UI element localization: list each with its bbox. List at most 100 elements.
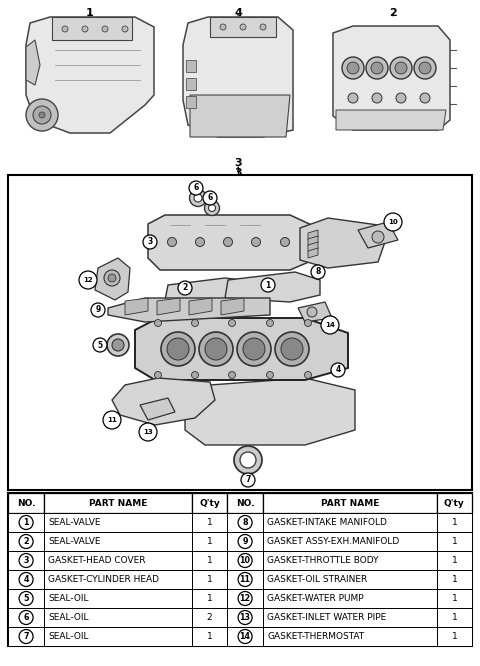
Circle shape — [161, 332, 195, 366]
Circle shape — [307, 307, 317, 317]
Text: 1: 1 — [452, 594, 457, 603]
Circle shape — [280, 238, 289, 246]
Polygon shape — [95, 258, 130, 300]
Polygon shape — [189, 298, 212, 315]
Text: 1: 1 — [452, 518, 457, 527]
Bar — [8, 608, 44, 627]
Text: 10: 10 — [240, 556, 251, 565]
Circle shape — [240, 452, 256, 468]
Circle shape — [199, 332, 233, 366]
Circle shape — [395, 62, 407, 74]
Circle shape — [238, 591, 252, 605]
Circle shape — [205, 338, 227, 360]
Circle shape — [266, 320, 274, 326]
Circle shape — [234, 446, 262, 474]
Text: 1: 1 — [206, 518, 212, 527]
Polygon shape — [210, 17, 276, 37]
Text: 11: 11 — [240, 575, 251, 584]
Text: GASKET-THERMOSTAT: GASKET-THERMOSTAT — [267, 632, 364, 641]
Circle shape — [252, 238, 261, 246]
Polygon shape — [52, 17, 132, 40]
Circle shape — [107, 334, 129, 356]
Bar — [192, 570, 227, 589]
Circle shape — [414, 57, 436, 79]
Circle shape — [238, 629, 252, 643]
Circle shape — [275, 332, 309, 366]
Circle shape — [19, 629, 33, 643]
Text: PART NAME: PART NAME — [89, 498, 147, 507]
Bar — [8, 570, 44, 589]
Polygon shape — [308, 242, 318, 252]
Polygon shape — [26, 40, 40, 85]
Text: 12: 12 — [83, 277, 93, 283]
Polygon shape — [308, 248, 318, 258]
Bar — [263, 627, 437, 646]
Text: 2: 2 — [24, 537, 29, 546]
Polygon shape — [190, 95, 290, 137]
Text: GASKET-INTAKE MANIFOLD: GASKET-INTAKE MANIFOLD — [267, 518, 387, 527]
Circle shape — [33, 106, 51, 124]
Bar — [186, 78, 196, 90]
Bar — [8, 513, 44, 532]
Circle shape — [103, 411, 121, 429]
Text: 3: 3 — [234, 168, 242, 178]
Circle shape — [228, 320, 236, 326]
Bar — [8, 493, 472, 646]
Text: Q'ty: Q'ty — [444, 498, 465, 507]
Text: 2: 2 — [182, 284, 188, 292]
Circle shape — [366, 57, 388, 79]
Text: 8: 8 — [315, 268, 321, 276]
Polygon shape — [140, 398, 175, 420]
Bar — [8, 627, 44, 646]
Circle shape — [195, 238, 204, 246]
Text: SEAL-OIL: SEAL-OIL — [48, 632, 89, 641]
Bar — [437, 608, 472, 627]
Text: 1: 1 — [452, 632, 457, 641]
Bar — [263, 570, 437, 589]
Text: GASKET-OIL STRAINER: GASKET-OIL STRAINER — [267, 575, 368, 584]
Bar — [263, 589, 437, 608]
Circle shape — [19, 573, 33, 587]
Bar — [192, 513, 227, 532]
Text: 1: 1 — [206, 594, 212, 603]
Polygon shape — [225, 272, 320, 302]
Text: 10: 10 — [388, 219, 398, 225]
Circle shape — [238, 611, 252, 625]
Circle shape — [79, 271, 97, 289]
Circle shape — [39, 112, 45, 118]
Text: 1: 1 — [452, 613, 457, 622]
Polygon shape — [298, 302, 332, 322]
Polygon shape — [148, 215, 318, 270]
Circle shape — [143, 235, 157, 249]
Bar — [192, 627, 227, 646]
Bar — [44, 493, 192, 513]
Bar — [263, 532, 437, 551]
Bar — [44, 608, 192, 627]
Circle shape — [261, 278, 275, 292]
Text: GASKET-INLET WATER PIPE: GASKET-INLET WATER PIPE — [267, 613, 386, 622]
Bar — [44, 627, 192, 646]
Circle shape — [102, 26, 108, 32]
Bar — [8, 551, 44, 570]
Text: 6: 6 — [193, 184, 199, 192]
Circle shape — [371, 62, 383, 74]
Circle shape — [104, 270, 120, 286]
Bar — [186, 60, 196, 72]
Circle shape — [155, 372, 161, 378]
Bar — [192, 608, 227, 627]
Circle shape — [203, 191, 217, 205]
Text: 3: 3 — [147, 238, 153, 246]
Bar — [192, 532, 227, 551]
Circle shape — [19, 553, 33, 567]
Circle shape — [190, 190, 206, 206]
Bar — [8, 493, 44, 513]
Circle shape — [372, 93, 382, 103]
Circle shape — [194, 194, 202, 202]
Circle shape — [238, 515, 252, 529]
Bar — [227, 551, 263, 570]
Circle shape — [112, 339, 124, 351]
Bar — [227, 493, 263, 513]
Circle shape — [108, 274, 116, 282]
Text: 1: 1 — [86, 8, 94, 18]
Polygon shape — [300, 218, 385, 268]
